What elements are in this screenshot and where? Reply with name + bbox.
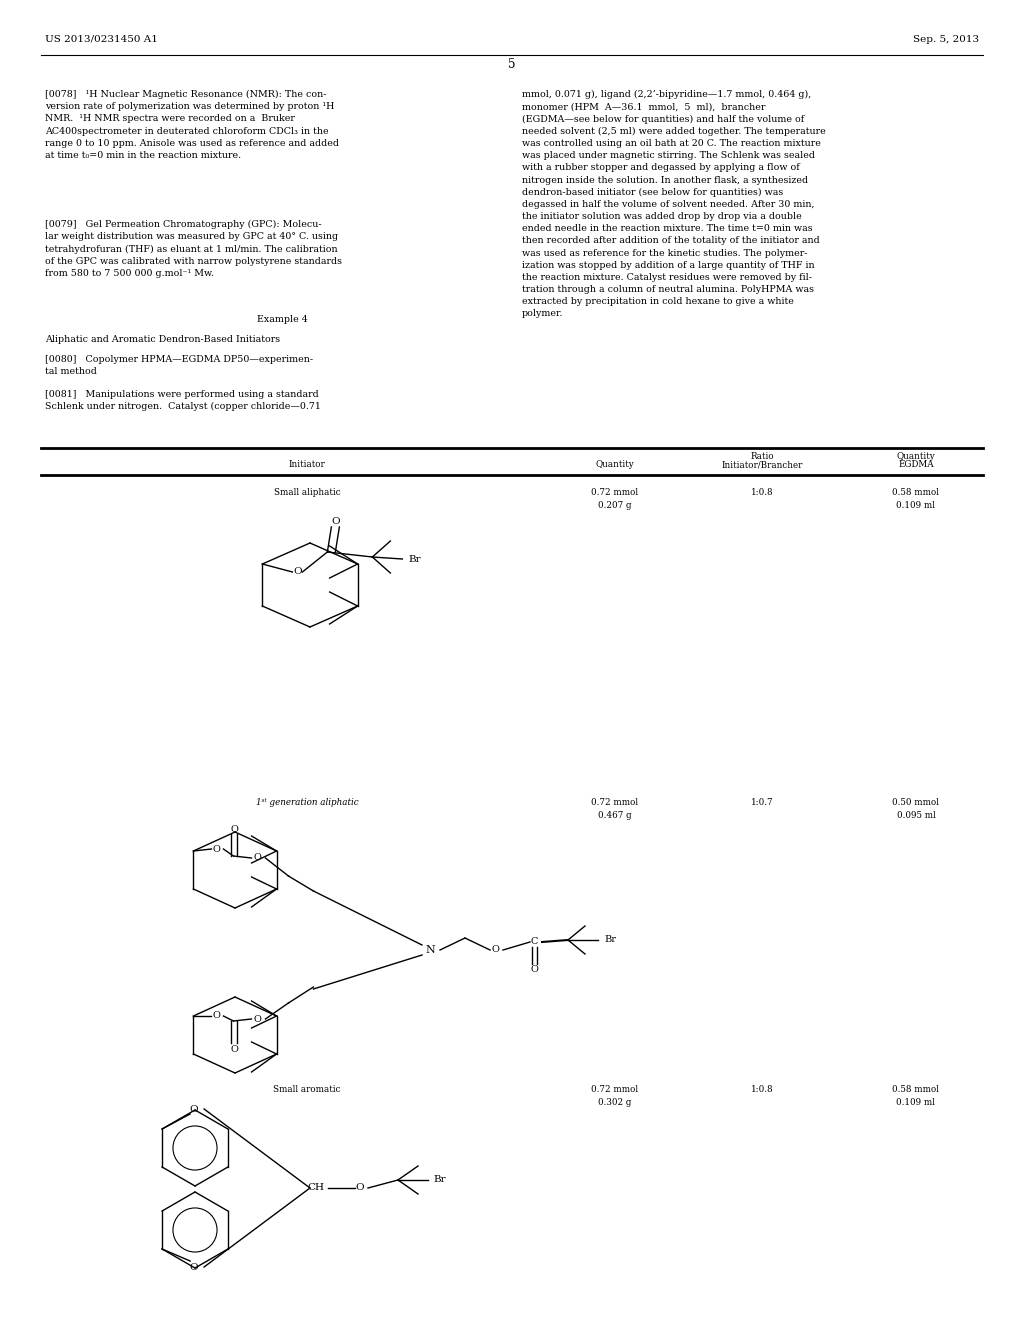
Text: O: O [331,517,340,527]
Text: 0.109 ml: 0.109 ml [896,1098,936,1107]
Text: O: O [530,965,538,974]
Text: O: O [254,1015,261,1023]
Text: O: O [293,568,302,577]
Text: Initiator/Brancher: Initiator/Brancher [721,459,803,469]
Text: 0.207 g: 0.207 g [598,502,632,510]
Text: 0.72 mmol: 0.72 mmol [592,488,639,498]
Text: O: O [492,945,499,954]
Text: O: O [254,854,261,862]
Text: 1:0.8: 1:0.8 [751,488,773,498]
Text: 0.72 mmol: 0.72 mmol [592,1085,639,1094]
Text: Quantity: Quantity [596,459,635,469]
Text: O: O [189,1105,199,1114]
Text: O: O [189,1262,199,1271]
Text: [0079]   Gel Permeation Chromatography (GPC): Molecu-
lar weight distribution wa: [0079] Gel Permeation Chromatography (GP… [45,220,342,279]
Text: 1ˢᵗ generation aliphatic: 1ˢᵗ generation aliphatic [256,799,358,807]
Text: 0.467 g: 0.467 g [598,810,632,820]
Text: US 2013/0231450 A1: US 2013/0231450 A1 [45,36,158,44]
Text: Example 4: Example 4 [257,315,307,323]
Text: 1:0.8: 1:0.8 [751,1085,773,1094]
Text: 0.50 mmol: 0.50 mmol [893,799,939,807]
Text: Aliphatic and Aromatic Dendron-Based Initiators: Aliphatic and Aromatic Dendron-Based Ini… [45,335,281,345]
Text: Br: Br [604,936,616,945]
Text: mmol, 0.071 g), ligand (2,2’-bipyridine—1.7 mmol, 0.464 g),
monomer (HPM  A—36.1: mmol, 0.071 g), ligand (2,2’-bipyridine—… [522,90,825,318]
Text: Quantity: Quantity [897,451,935,461]
Text: [0078]   ¹H Nuclear Magnetic Resonance (NMR): The con-
version rate of polymeriz: [0078] ¹H Nuclear Magnetic Resonance (NM… [45,90,339,160]
Text: Sep. 5, 2013: Sep. 5, 2013 [912,36,979,44]
Text: Small aliphatic: Small aliphatic [273,488,340,498]
Text: C: C [530,937,538,946]
Text: O: O [230,1044,239,1053]
Text: Small aromatic: Small aromatic [273,1085,341,1094]
Text: O: O [213,1011,220,1020]
Text: Initiator: Initiator [289,459,326,469]
Text: Br: Br [408,554,421,564]
Text: [0080]   Copolymer HPMA—EGDMA DP50—experimen-
tal method: [0080] Copolymer HPMA—EGDMA DP50—experim… [45,355,313,376]
Text: Br: Br [434,1176,446,1184]
Text: CH: CH [307,1184,325,1192]
Text: O: O [213,845,220,854]
Text: 0.58 mmol: 0.58 mmol [893,488,939,498]
Text: 0.72 mmol: 0.72 mmol [592,799,639,807]
Text: [0081]   Manipulations were performed using a standard
Schlenk under nitrogen.  : [0081] Manipulations were performed usin… [45,389,321,412]
Text: 0.095 ml: 0.095 ml [897,810,936,820]
Text: 5: 5 [508,58,516,71]
Text: O: O [230,825,239,833]
Text: 1:0.7: 1:0.7 [751,799,773,807]
Text: 0.58 mmol: 0.58 mmol [893,1085,939,1094]
Text: Ratio: Ratio [751,451,774,461]
Text: 0.302 g: 0.302 g [598,1098,632,1107]
Text: 0.109 ml: 0.109 ml [896,502,936,510]
Text: EGDMA: EGDMA [898,459,934,469]
Text: O: O [355,1184,365,1192]
Text: N: N [425,945,435,954]
